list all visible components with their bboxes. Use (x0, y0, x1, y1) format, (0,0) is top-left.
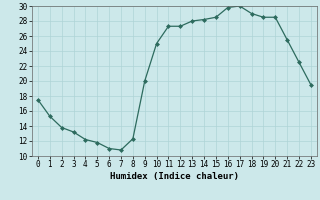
X-axis label: Humidex (Indice chaleur): Humidex (Indice chaleur) (110, 172, 239, 181)
